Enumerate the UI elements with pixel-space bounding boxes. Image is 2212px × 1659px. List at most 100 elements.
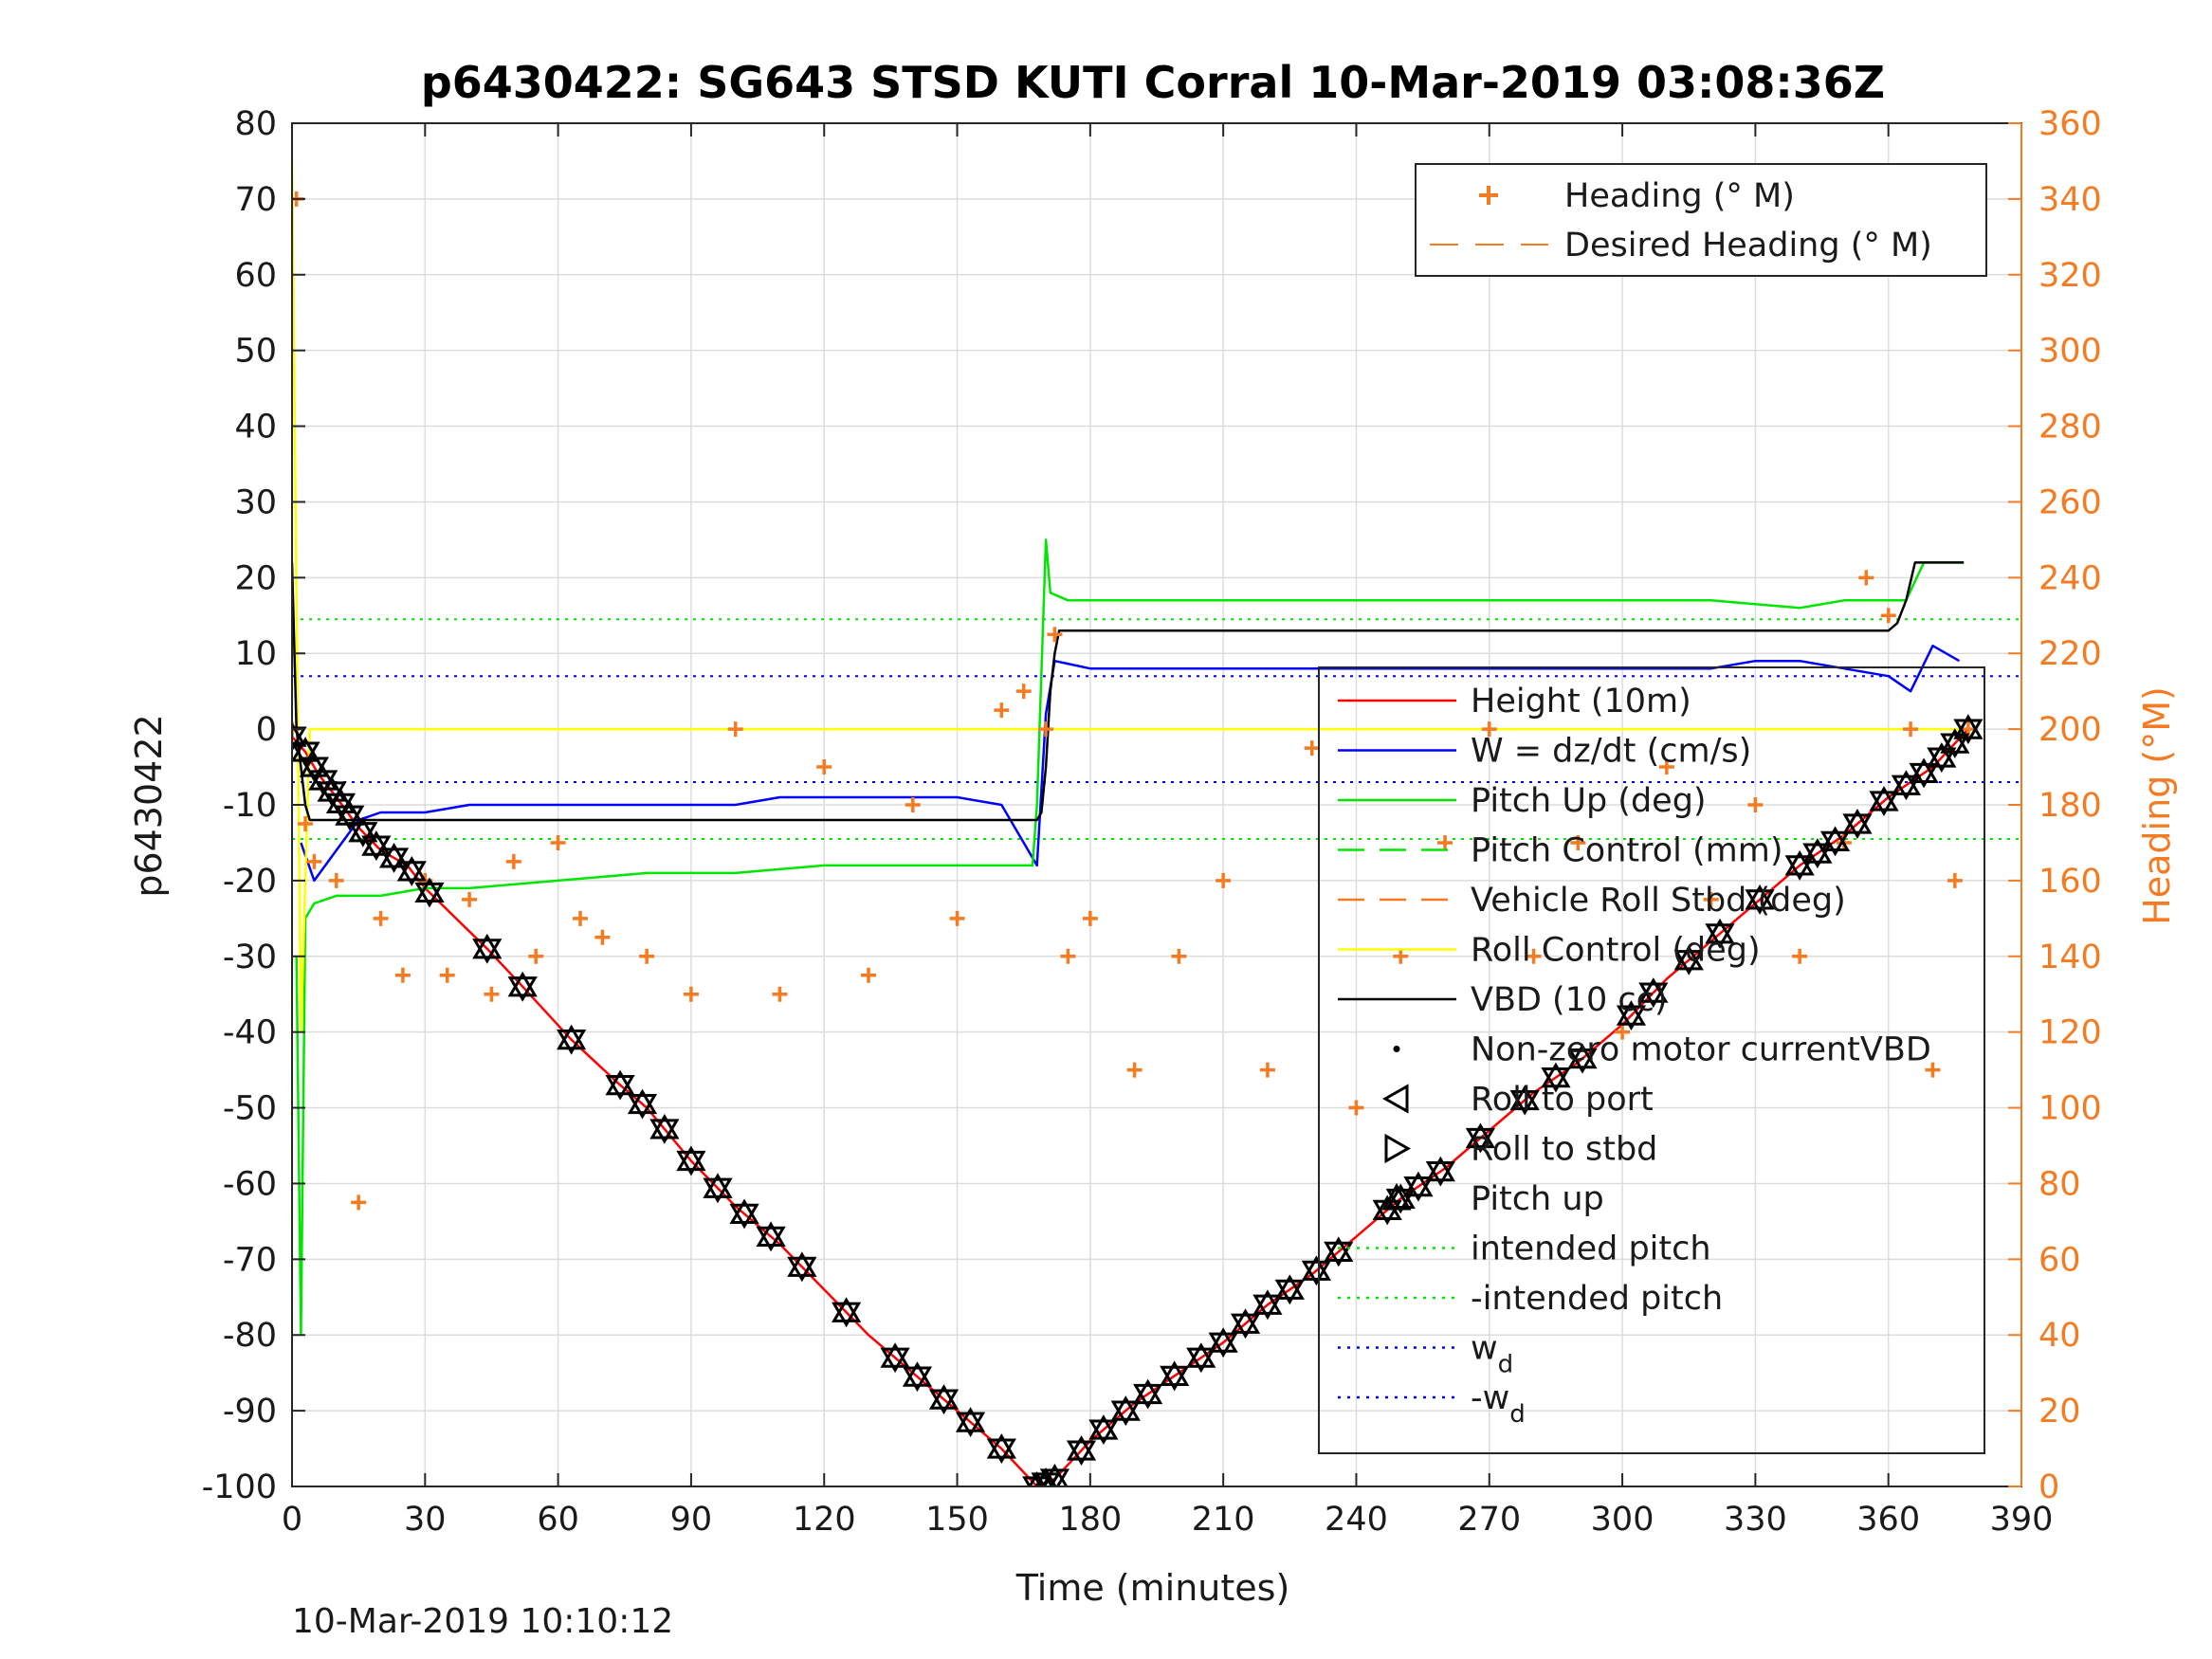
x-tick-label: 210 [1192, 1501, 1255, 1539]
pitch-up-marker [1705, 918, 1735, 944]
y2-tick-label: 160 [2038, 863, 2102, 901]
heading-point [573, 910, 588, 926]
pitch-up-marker [1034, 1468, 1057, 1486]
pitch-up-marker [1909, 757, 1939, 784]
heading-point [1171, 948, 1187, 964]
heading-point [439, 967, 455, 983]
legend-label: W = dz/dt (cm/s) [1471, 733, 1751, 771]
heading-point [1947, 872, 1963, 888]
heading-point [373, 910, 389, 926]
pitch-up-marker [1088, 1414, 1119, 1440]
pitch-up-marker [1673, 944, 1704, 971]
pitch-up-marker [1465, 1122, 1496, 1149]
heading-point [1216, 872, 1232, 888]
y-tick-label: -30 [223, 939, 277, 976]
x-tick-label: 90 [670, 1501, 713, 1539]
pitch-up-marker [472, 933, 503, 959]
heading-point [1925, 1062, 1941, 1078]
y-tick-label: 10 [234, 635, 277, 673]
pitch-up-marker [1324, 1236, 1354, 1262]
pitch-up-marker [928, 1384, 960, 1410]
x-tick-label: 360 [1856, 1501, 1920, 1539]
y-tick-label: 30 [234, 483, 277, 521]
heading-point [1747, 797, 1764, 812]
pitch-down-marker [414, 882, 445, 908]
pitch-up-marker [1133, 1378, 1163, 1405]
y-tick-label: -80 [223, 1317, 277, 1355]
pitch-down-marker [1186, 1347, 1216, 1374]
heading-point [594, 929, 611, 945]
pitch-up-marker [703, 1173, 733, 1198]
y-tick-label: -100 [202, 1468, 277, 1506]
pitch-down-marker [1301, 1260, 1331, 1286]
pitch-up-marker [1819, 826, 1851, 851]
y-axis-label: p6430422 [128, 714, 170, 897]
pitch-down-marker [1403, 1176, 1434, 1202]
heading-point [505, 853, 521, 869]
pitch-up-marker [986, 1433, 1016, 1459]
pitch-up-marker [902, 1361, 933, 1387]
legend-swatch [1384, 1133, 1412, 1164]
legend-heading-swatch [1479, 186, 1498, 205]
x-tick-label: 0 [282, 1501, 302, 1539]
pitch-up-marker [1110, 1395, 1141, 1421]
heading-point [1015, 684, 1032, 700]
pitch-down-marker [557, 1030, 587, 1055]
legend-swatch [1393, 1046, 1400, 1052]
pitch-up-marker [361, 830, 392, 856]
heading-point [905, 797, 921, 812]
heading-point [1858, 570, 1874, 586]
y2-tick-label: 280 [2038, 409, 2102, 447]
pitch-up-marker [1869, 786, 1899, 811]
pitch-up-marker [1567, 1043, 1598, 1069]
pitch-up-marker [1940, 728, 1970, 754]
heading-point [1393, 948, 1409, 964]
legend-main: Height (10m) W = dz/dt (cm/s) Pitch Up (de… [1318, 666, 1985, 1454]
legend-main-box [1318, 666, 1985, 1454]
heading-point [1082, 910, 1098, 926]
pitch-up-marker [1301, 1255, 1331, 1281]
pitch-up-marker [649, 1113, 680, 1139]
pitch-up-marker [1066, 1435, 1097, 1461]
pitch-down-marker [292, 741, 320, 768]
pitch-down-marker [649, 1119, 680, 1144]
heading-point [772, 986, 788, 1002]
y2-tick-label: 140 [2038, 939, 2102, 976]
pitch-up-marker [831, 1297, 862, 1322]
y-tick-label: -40 [223, 1014, 277, 1052]
y2-tick-label: 20 [2038, 1393, 2081, 1431]
heading-point [298, 815, 314, 831]
pitch-down-marker [1110, 1400, 1141, 1427]
heading-point [1615, 1024, 1631, 1040]
pitch-up-marker [787, 1251, 817, 1277]
pitch-up-marker [396, 855, 427, 882]
legend-label: Pitch Control (mm) [1471, 832, 1782, 870]
pitch-down-marker [1274, 1279, 1305, 1305]
y2-tick-label: 220 [2038, 635, 2102, 673]
pitch-up-marker [1784, 849, 1815, 876]
legend-label: Roll to stbd [1471, 1131, 1657, 1169]
y-tick-label: -10 [223, 787, 277, 825]
legend-heading: Heading (° M) Desired Heading (° M) [1415, 163, 1987, 277]
pitch-up-marker [1638, 977, 1669, 1003]
y-tick-label: 80 [234, 105, 277, 143]
pitch-down-marker [1927, 747, 1957, 774]
y2-axis-label: Heading (°M) [2136, 686, 2178, 925]
heading-point [1304, 740, 1320, 757]
series-line-4 [292, 561, 1965, 822]
legend-swatch [1381, 1182, 1412, 1211]
chart-title: p6430422: SG643 STSD KUTI Corral 10-Mar-… [421, 57, 1885, 108]
pitch-up-marker [627, 1088, 658, 1115]
pitch-up-marker [1802, 838, 1833, 864]
heading-point [1348, 1100, 1364, 1116]
pitch-up-marker [1403, 1171, 1434, 1197]
legend-heading-label: Heading (° M) [1564, 177, 1795, 215]
heading-point [1526, 948, 1542, 964]
heading-point [949, 910, 965, 926]
x-tick-label: 30 [404, 1501, 447, 1539]
heading-point [727, 721, 743, 738]
pitch-up-marker [1230, 1308, 1261, 1334]
heading-point [816, 759, 832, 775]
pitch-down-marker [1842, 813, 1873, 839]
pitch-up-marker [292, 721, 307, 747]
